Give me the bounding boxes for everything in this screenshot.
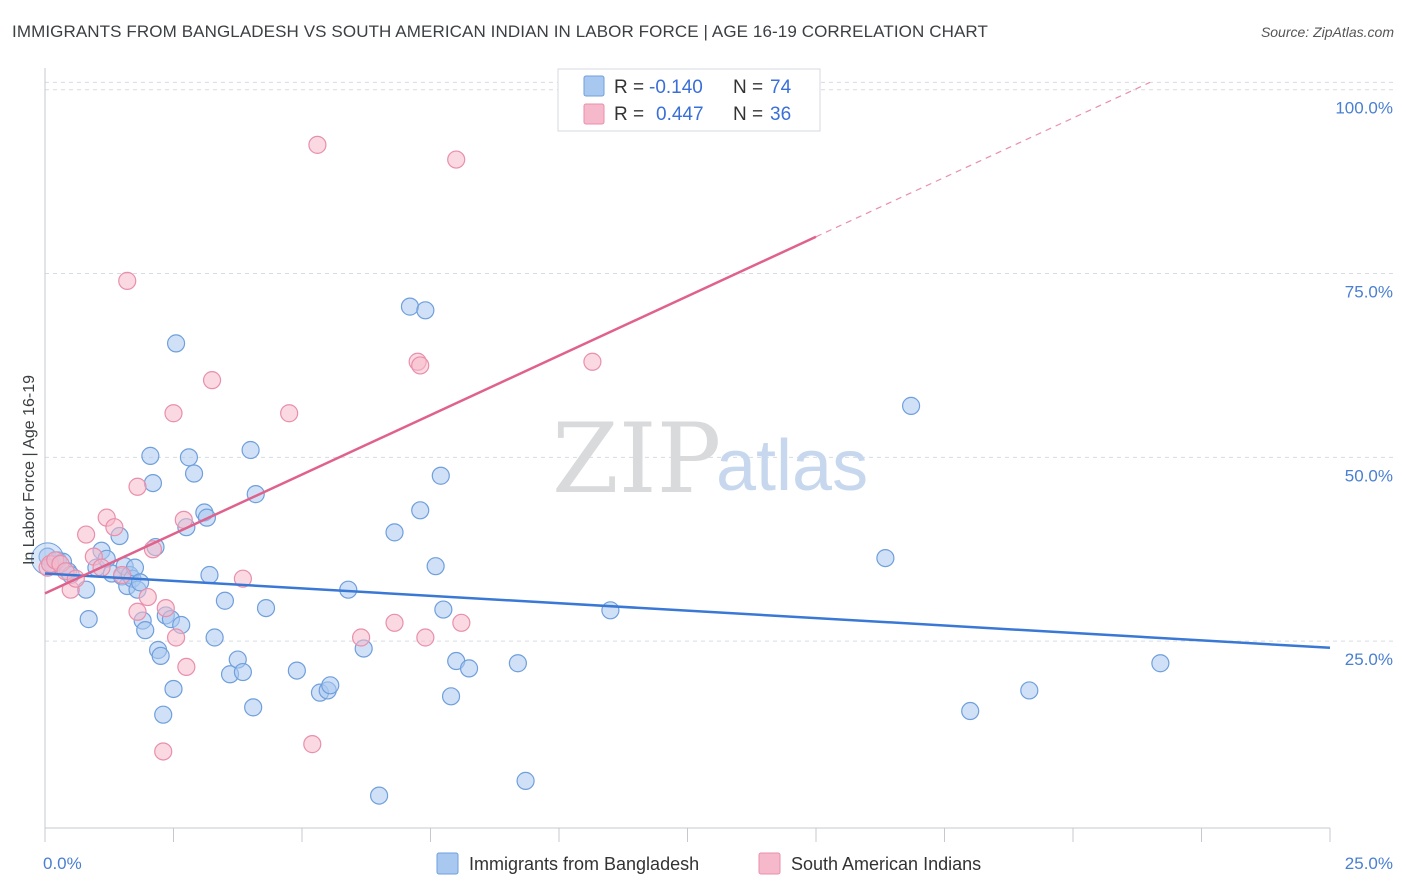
trend-lines — [44, 81, 1331, 650]
data-point-bangladesh — [431, 466, 450, 485]
legend-swatch-bangladesh — [436, 852, 459, 875]
data-point-bangladesh — [411, 501, 430, 520]
y-tick-label: 100.0% — [1335, 99, 1393, 118]
stats-box: R = -0.140 N = 74 R = 0.447 N = 36 — [557, 68, 821, 132]
axes — [44, 68, 1331, 842]
stats-r-label-1: R = — [614, 77, 644, 98]
stats-r-label-2: R = — [614, 104, 644, 125]
data-point-south-american-indians — [177, 657, 196, 677]
stats-r-value-2: 0.447 — [656, 104, 704, 125]
data-point-south-american-indians — [77, 525, 96, 544]
data-point-south-american-indians — [202, 371, 222, 390]
data-point-bangladesh — [154, 705, 173, 724]
legend-swatch-south-american-indians — [758, 852, 781, 875]
data-point-south-american-indians — [138, 587, 157, 607]
data-point-south-american-indians — [447, 150, 466, 169]
data-point-bangladesh — [901, 396, 921, 415]
x-tick-label: 0.0% — [43, 854, 82, 873]
data-point-bangladesh — [215, 591, 234, 610]
data-point-south-american-indians — [128, 602, 147, 621]
data-point-south-american-indians — [128, 477, 147, 496]
x-tick-label: 25.0% — [1345, 854, 1393, 873]
data-point-south-american-indians — [416, 628, 435, 647]
data-point-bangladesh — [434, 600, 453, 619]
data-point-south-american-indians — [118, 271, 137, 290]
data-point-bangladesh — [200, 565, 219, 585]
data-point-bangladesh — [516, 771, 535, 790]
watermark-zip: ZIP — [552, 403, 721, 515]
data-point-south-american-indians — [308, 135, 327, 154]
data-point-bangladesh — [370, 786, 389, 805]
legend-label-bangladesh: Immigrants from Bangladesh — [469, 854, 699, 874]
data-point-bangladesh — [205, 628, 224, 647]
data-point-south-american-indians — [156, 598, 175, 618]
data-point-bangladesh — [256, 598, 276, 618]
stats-n-value-1: 74 — [770, 77, 792, 98]
data-point-bangladesh — [400, 297, 420, 316]
y-tick-label: 75.0% — [1345, 283, 1393, 302]
data-point-south-american-indians — [411, 356, 430, 375]
grid-lines — [45, 81, 1394, 642]
data-point-south-american-indians — [154, 742, 173, 761]
data-point-bangladesh — [287, 661, 306, 680]
stats-blue-swatch — [583, 75, 605, 97]
chart-title: IMMIGRANTS FROM BANGLADESH VS SOUTH AMER… — [12, 22, 988, 41]
data-point-bangladesh — [321, 676, 340, 695]
stats-n-label-2: N = — [733, 104, 763, 125]
trend-line-bangladesh — [44, 572, 1331, 650]
data-point-bangladesh — [961, 701, 980, 721]
y-axis-label: In Labor Force | Age 16-19 — [21, 375, 38, 565]
x-tick-labels: 0.0% 25.0% — [43, 854, 1393, 873]
stats-pink-swatch — [583, 103, 605, 125]
data-point-south-american-indians — [233, 569, 252, 588]
trend-line-south-american-indians — [44, 235, 817, 595]
data-point-south-american-indians — [112, 565, 132, 585]
data-point-bangladesh — [79, 610, 98, 629]
data-point-south-american-indians — [385, 613, 404, 632]
stats-n-value-2: 36 — [770, 104, 791, 125]
data-point-south-american-indians — [583, 352, 602, 371]
data-point-bangladesh — [1020, 681, 1039, 700]
data-point-south-american-indians — [105, 518, 124, 537]
legend-label-south-american-indians: South American Indians — [791, 854, 981, 874]
data-point-bangladesh — [426, 557, 445, 576]
data-point-bangladesh — [141, 446, 160, 465]
trend-extension-south-american-indians — [815, 81, 1151, 238]
y-tick-label: 25.0% — [1345, 650, 1393, 669]
series-bangladesh-points — [31, 297, 1170, 805]
data-point-bangladesh — [441, 687, 461, 706]
watermark-atlas: atlas — [716, 426, 868, 506]
data-point-bangladesh — [143, 473, 163, 493]
stats-r-value-1: -0.140 — [649, 77, 703, 98]
data-point-south-american-indians — [164, 404, 183, 423]
data-point-bangladesh — [601, 601, 620, 620]
data-point-south-american-indians — [303, 735, 322, 754]
data-point-bangladesh — [244, 698, 263, 717]
data-point-bangladesh — [241, 440, 260, 460]
stats-n-label-1: N = — [733, 77, 763, 98]
data-point-south-american-indians — [352, 628, 371, 647]
y-tick-labels: 25.0% 50.0% 75.0% 100.0% — [1335, 99, 1393, 669]
data-point-bangladesh — [508, 654, 527, 673]
data-point-south-american-indians — [280, 404, 299, 423]
data-point-bangladesh — [1151, 654, 1170, 673]
data-point-bangladesh — [459, 659, 479, 678]
series-south-american-indians-points — [38, 135, 602, 761]
data-point-bangladesh — [166, 334, 186, 353]
data-point-bangladesh — [179, 448, 199, 467]
data-point-bangladesh — [164, 679, 183, 699]
data-point-bangladesh — [233, 662, 252, 682]
data-point-bangladesh — [136, 621, 155, 640]
data-point-bangladesh — [184, 464, 204, 483]
data-point-bangladesh — [416, 301, 435, 320]
data-point-bangladesh — [151, 646, 170, 665]
data-point-south-american-indians — [166, 628, 186, 647]
y-tick-label: 50.0% — [1345, 466, 1393, 485]
data-point-south-american-indians — [452, 613, 471, 632]
data-point-bangladesh — [876, 548, 895, 568]
legend: Immigrants from Bangladesh South America… — [436, 852, 981, 875]
source-credit: Source: ZipAtlas.com — [1260, 24, 1394, 40]
data-point-bangladesh — [385, 523, 404, 542]
